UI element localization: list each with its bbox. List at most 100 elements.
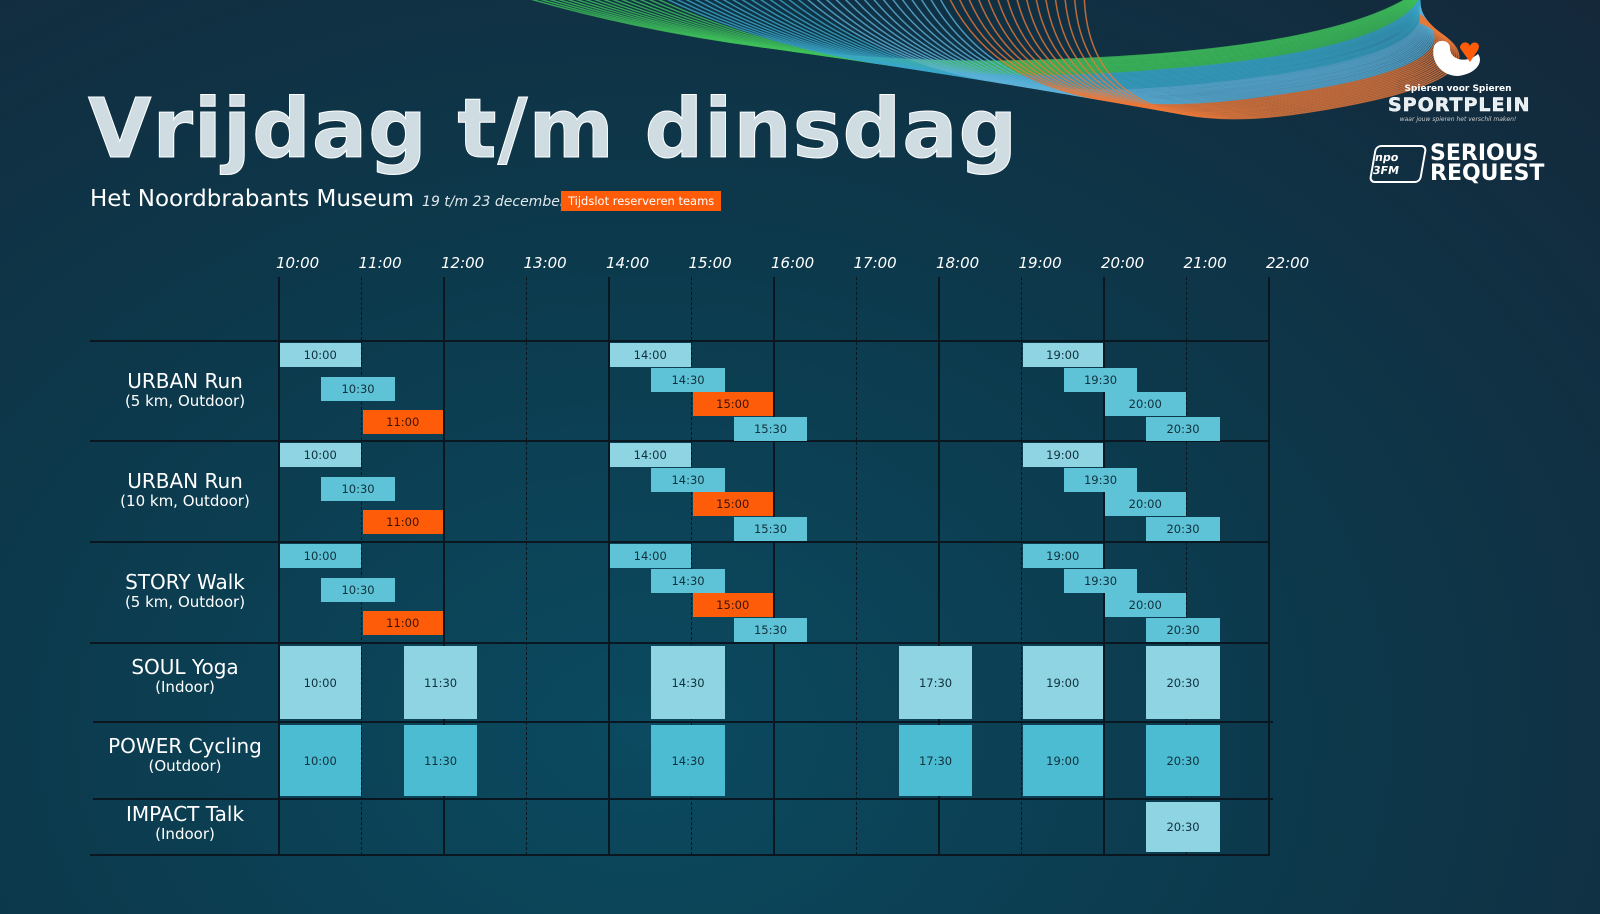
row-divider bbox=[90, 440, 1270, 442]
decorative-line bbox=[882, 0, 1428, 99]
time-slot: 15:00 bbox=[692, 593, 773, 618]
time-slot: 10:00 bbox=[280, 646, 361, 719]
time-slot: 19:30 bbox=[1063, 467, 1138, 492]
time-slot: 17:30 bbox=[898, 646, 973, 719]
row-label: IMPACT Talk (Indoor) bbox=[90, 803, 280, 843]
time-slot: 11:00 bbox=[362, 410, 443, 434]
hour-label: 22:00 bbox=[1266, 254, 1310, 272]
npo-3fm-logo: npo 3FM bbox=[1368, 145, 1428, 183]
row-divider bbox=[93, 798, 1273, 800]
gridline bbox=[938, 277, 940, 855]
gridline bbox=[278, 277, 280, 855]
decorative-line bbox=[835, 0, 1424, 94]
time-slot: 17:30 bbox=[898, 725, 973, 796]
decorative-line bbox=[959, 0, 1438, 107]
hour-label: 16:00 bbox=[771, 254, 815, 272]
time-slot: 10:00 bbox=[280, 544, 361, 568]
decorative-line bbox=[630, 0, 1418, 73]
time-slot: 20:30 bbox=[1146, 416, 1220, 441]
time-slot: 14:00 bbox=[610, 443, 691, 467]
decorative-line bbox=[760, 0, 1421, 86]
decorative-line bbox=[863, 0, 1426, 97]
decorative-line bbox=[1074, 0, 1458, 119]
decorative-line bbox=[816, 0, 1423, 92]
time-slot: 19:30 bbox=[1063, 568, 1138, 593]
decorative-line bbox=[930, 0, 1434, 104]
row-divider bbox=[90, 642, 1270, 644]
gridline bbox=[690, 277, 692, 855]
activity-details: (Indoor) bbox=[155, 678, 215, 696]
sportplein-tagline: waar jouw spieren het verschil maken! bbox=[1399, 116, 1517, 123]
time-slot: 10:00 bbox=[280, 725, 361, 796]
hour-label: 21:00 bbox=[1183, 254, 1227, 272]
decorative-line bbox=[844, 0, 1425, 95]
decorative-line bbox=[788, 0, 1422, 89]
time-slot: 19:00 bbox=[1022, 443, 1103, 467]
decorative-line bbox=[667, 0, 1420, 77]
decorative-line bbox=[531, 0, 1406, 62]
decorative-line bbox=[769, 0, 1421, 87]
sportplein-top-text: Spieren voor Spieren bbox=[1404, 84, 1512, 94]
time-slot: 15:30 bbox=[733, 617, 808, 642]
row-divider bbox=[90, 340, 1270, 342]
time-slot: 15:00 bbox=[692, 492, 773, 517]
time-slot: 20:00 bbox=[1105, 593, 1186, 618]
time-slot: 14:00 bbox=[610, 343, 691, 367]
time-slot: 11:00 bbox=[362, 611, 443, 635]
activity-name: SOUL Yoga bbox=[131, 655, 239, 679]
time-slot: 19:00 bbox=[1022, 544, 1103, 568]
time-slot: 14:30 bbox=[651, 367, 725, 392]
hour-label: 11:00 bbox=[358, 254, 402, 272]
hour-label: 12:00 bbox=[441, 254, 485, 272]
decorative-line bbox=[920, 0, 1433, 103]
time-slot: 14:30 bbox=[651, 646, 725, 719]
decorative-line bbox=[704, 0, 1421, 81]
decorative-line bbox=[1054, 0, 1454, 117]
decorative-line bbox=[807, 0, 1423, 91]
decorative-line bbox=[648, 0, 1419, 75]
decorative-line bbox=[892, 0, 1429, 100]
legend-badge-team-slot: Tijdslot reserveren teams bbox=[561, 191, 722, 211]
hour-label: 13:00 bbox=[523, 254, 567, 272]
time-slot: 11:30 bbox=[403, 646, 478, 719]
gridline bbox=[443, 277, 445, 855]
hour-label: 10:00 bbox=[276, 254, 320, 272]
serious-request-text: SERIOUS REQUEST bbox=[1430, 141, 1545, 186]
activity-name: URBAN Run bbox=[127, 469, 243, 493]
activity-details: (5 km, Outdoor) bbox=[124, 392, 246, 410]
time-slot: 11:30 bbox=[403, 725, 478, 796]
time-slot: 10:00 bbox=[280, 343, 361, 367]
row-label: URBAN Run (10 km, Outdoor) bbox=[90, 470, 280, 510]
hour-label: 19:00 bbox=[1018, 254, 1062, 272]
decorative-line bbox=[778, 0, 1421, 88]
time-slot: 10:30 bbox=[321, 577, 395, 602]
time-slot: 19:00 bbox=[1022, 725, 1103, 796]
gridline bbox=[855, 277, 857, 855]
time-slot: 19:00 bbox=[1022, 646, 1103, 719]
decorative-line bbox=[873, 0, 1427, 98]
time-slot: 10:30 bbox=[321, 376, 395, 401]
venue: Het Noordbrabants Museum bbox=[90, 186, 415, 212]
time-slot: 10:00 bbox=[280, 443, 361, 467]
time-slot: 20:30 bbox=[1146, 646, 1220, 719]
row-divider bbox=[90, 541, 1270, 543]
gridline bbox=[608, 277, 610, 855]
decorative-line bbox=[657, 0, 1420, 76]
decorative-line bbox=[676, 0, 1421, 78]
time-slot: 20:00 bbox=[1105, 392, 1186, 417]
time-slot: 20:30 bbox=[1146, 802, 1220, 852]
dates: 19 t/m 23 december bbox=[422, 194, 566, 210]
time-slot: 19:30 bbox=[1063, 367, 1138, 392]
row-divider bbox=[90, 854, 1270, 856]
row-label: STORY Walk (5 km, Outdoor) bbox=[90, 571, 280, 611]
activity-details: (Outdoor) bbox=[148, 757, 222, 775]
gridline bbox=[1103, 277, 1105, 855]
hour-label: 20:00 bbox=[1101, 254, 1145, 272]
activity-name: IMPACT Talk bbox=[125, 802, 245, 826]
hour-label: 14:00 bbox=[606, 254, 650, 272]
hour-label: 15:00 bbox=[688, 254, 732, 272]
time-slot: 19:00 bbox=[1022, 343, 1103, 367]
time-slot: 14:00 bbox=[610, 544, 691, 568]
activity-details: (5 km, Outdoor) bbox=[124, 593, 246, 611]
row-divider bbox=[93, 721, 1273, 723]
